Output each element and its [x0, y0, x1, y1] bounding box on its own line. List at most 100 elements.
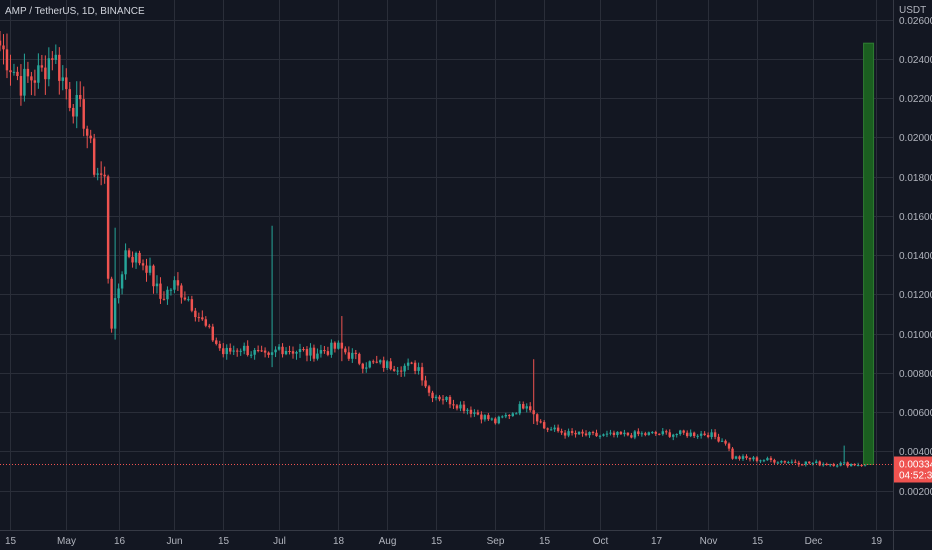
candle-body	[497, 416, 501, 424]
candle-body	[567, 431, 570, 436]
candle-body	[351, 352, 354, 359]
candle-body	[12, 71, 16, 73]
candle-body	[124, 250, 127, 275]
candle-body	[316, 353, 319, 359]
candle-body	[623, 432, 626, 435]
candle-body	[752, 457, 755, 460]
candle-body	[640, 433, 644, 435]
candle-body	[542, 422, 546, 429]
candle-body	[194, 310, 197, 318]
candle-body	[766, 458, 769, 461]
candle-body	[0, 40, 2, 46]
candle-body	[556, 427, 560, 432]
candle-body	[706, 435, 710, 438]
candle-body	[347, 352, 351, 359]
candle-body	[473, 412, 476, 414]
candle-body	[822, 463, 825, 466]
candle-body	[462, 404, 466, 411]
candle-body	[72, 107, 75, 117]
last-price-label: 0.00334	[899, 460, 932, 471]
candle-body	[588, 432, 591, 436]
candle-body	[511, 413, 514, 417]
candle-body	[501, 416, 504, 418]
candle-body	[253, 350, 256, 355]
candle-body	[560, 431, 563, 433]
candle-body	[783, 461, 787, 463]
candle-body	[103, 174, 106, 177]
candle-body	[410, 362, 413, 364]
candle-body	[846, 462, 849, 467]
candle-body	[169, 289, 173, 291]
candle-body	[626, 432, 630, 436]
candle-body	[612, 432, 616, 435]
candle-body	[361, 363, 365, 369]
candle-body	[420, 367, 424, 381]
candle-body	[699, 433, 703, 436]
candle-body	[5, 49, 9, 71]
candle-body	[417, 367, 420, 371]
candle-body	[703, 433, 706, 436]
candle-body	[860, 464, 863, 466]
candle-body	[298, 349, 302, 353]
candle-body	[218, 343, 221, 349]
candle-body	[134, 252, 138, 263]
candle-body	[790, 461, 794, 463]
candle-body	[731, 448, 734, 459]
candle-body	[769, 458, 773, 460]
candle-body	[842, 462, 846, 464]
candle-body	[633, 431, 637, 438]
candle-body	[762, 460, 766, 462]
candle-body	[553, 427, 556, 430]
x-tick-label: 15	[5, 536, 17, 547]
candle-body	[138, 252, 141, 264]
y-tick-label: 0.02600	[899, 16, 932, 27]
x-tick-label: 15	[539, 536, 551, 547]
candle-body	[9, 70, 12, 73]
candle-body	[574, 432, 577, 435]
x-tick-label: 15	[752, 536, 764, 547]
y-tick-label: 0.01400	[899, 251, 932, 262]
candle-body	[584, 433, 588, 436]
candle-body	[396, 370, 399, 372]
candle-body	[685, 432, 689, 437]
candle-body	[804, 461, 808, 465]
candle-body	[113, 298, 117, 329]
candle-body	[326, 351, 330, 355]
candle-body	[494, 418, 497, 424]
candle-body	[26, 68, 30, 77]
candle-body	[61, 77, 65, 81]
candle-body	[689, 432, 692, 437]
candle-body	[487, 415, 490, 420]
candle-body	[215, 340, 218, 344]
candle-body	[232, 350, 235, 352]
candle-body	[563, 432, 567, 436]
candle-body	[828, 464, 832, 466]
candle-body	[92, 138, 96, 175]
candle-body	[675, 434, 678, 436]
candle-body	[727, 443, 731, 449]
candle-body	[853, 463, 856, 466]
y-tick-label: 0.02000	[899, 133, 932, 144]
candle-body	[654, 432, 658, 434]
candle-body	[602, 434, 605, 436]
candle-body	[525, 406, 528, 409]
candle-body	[549, 429, 553, 431]
candle-body	[483, 415, 487, 420]
time-axis[interactable]: 15 May 16 Jun 15 Jul 18 Aug 15 Sep 15 Oct 17 Nov 15 Dec…	[0, 530, 932, 548]
y-tick-label: 0.01200	[899, 290, 932, 301]
candle-body	[23, 68, 26, 96]
candle-body	[183, 297, 187, 300]
price-axis[interactable]: 0.02600 0.02400 0.02200 0.02000 0.01800 0.016…	[893, 0, 932, 550]
candle-body	[668, 432, 671, 437]
candles	[0, 31, 867, 468]
x-tick-label: Sep	[487, 536, 505, 547]
candle-body	[434, 396, 438, 399]
candle-body	[801, 464, 804, 466]
candle-body	[480, 414, 483, 420]
candle-body	[406, 362, 410, 366]
candle-body	[717, 436, 720, 442]
candle-body	[33, 80, 37, 83]
candle-body	[720, 440, 724, 442]
x-tick-label: 19	[871, 536, 883, 547]
